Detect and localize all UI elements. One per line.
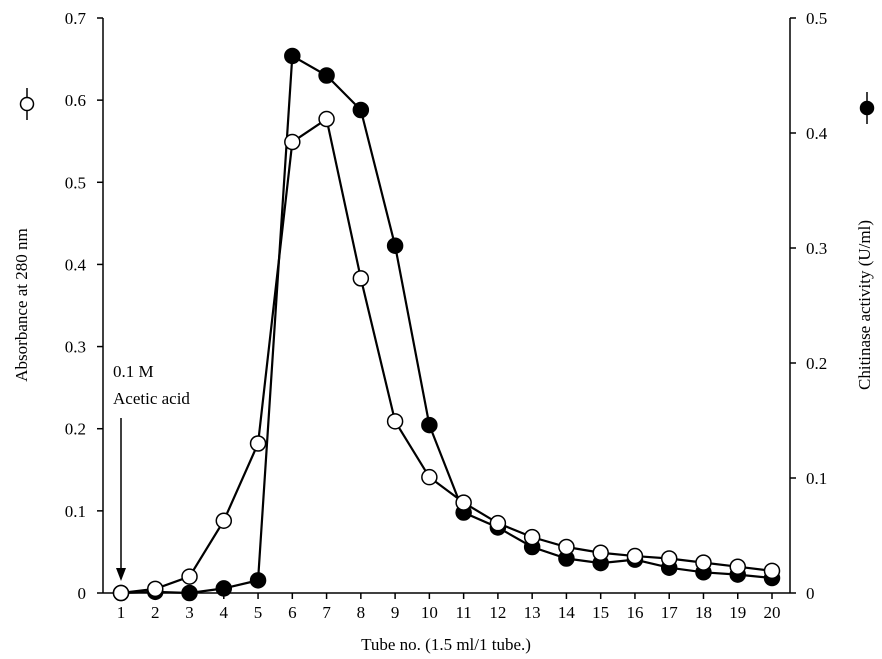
chitinase-activity-point [215, 580, 233, 597]
legend-open-circle-icon [19, 88, 35, 120]
y-right-tick-label: 0 [806, 584, 815, 603]
absorbance-point [318, 110, 335, 128]
series-lines [120, 54, 773, 595]
x-tick-label: 2 [151, 603, 160, 622]
x-tick-label: 11 [455, 603, 471, 622]
x-tick-label: 8 [357, 603, 366, 622]
y-right-tick-label: 0.4 [806, 124, 828, 143]
y-axis-right-label: Chitinase activity (U/ml) [855, 220, 874, 390]
absorbance-point [558, 538, 575, 556]
x-tick-label: 16 [626, 603, 643, 622]
x-tick-label: 17 [661, 603, 679, 622]
x-tick-label: 6 [288, 603, 297, 622]
absorbance-point [181, 568, 198, 585]
x-tick-label: 14 [558, 603, 576, 622]
axes [102, 18, 791, 594]
x-tick-label: 4 [220, 603, 229, 622]
y-left-tick-label: 0.6 [65, 91, 86, 110]
chitinase-activity-line [120, 54, 773, 595]
series-markers [112, 47, 781, 602]
absorbance-point [626, 547, 644, 565]
x-tick-label: 18 [695, 603, 712, 622]
y-left-tick-label: 0 [78, 584, 87, 603]
absorbance-point [147, 580, 164, 598]
absorbance-point [284, 133, 301, 151]
x-ticks: 1 2 3 4 5 6 7 8 9 10 11 12 13 14 15 16 17 18 19 20 [117, 593, 781, 622]
absorbance-point [386, 413, 404, 430]
absorbance-point [489, 514, 507, 532]
annotation-arrow [116, 418, 126, 581]
y-right-tick-label: 0.5 [806, 9, 827, 28]
chitinase-activity-point [352, 101, 370, 119]
absorbance-point [729, 558, 746, 575]
absorbance-point [592, 544, 609, 561]
chitinase-activity-point [181, 584, 198, 602]
y-ticks-left: 0 0.1 0.2 0.3 0.4 0.5 0.6 0.7 [65, 9, 103, 603]
x-tick-label: 13 [524, 603, 541, 622]
x-tick-label: 20 [764, 603, 781, 622]
absorbance-point [523, 528, 541, 546]
annotation-arrow-head [116, 568, 126, 581]
x-tick-label: 19 [729, 603, 746, 622]
absorbance-point [112, 584, 130, 602]
y-left-tick-label: 0.7 [65, 9, 87, 28]
absorbance-point [215, 512, 233, 529]
y-axis-left-label: Absorbance at 280 nm [12, 228, 31, 381]
annotation-line-1: 0.1 M [113, 362, 154, 381]
absorbance-point [421, 468, 438, 486]
y-left-tick-label: 0.2 [65, 420, 86, 439]
y-left-tick-label: 0.3 [65, 338, 86, 357]
absorbance-point [249, 435, 267, 452]
x-tick-label: 9 [391, 603, 400, 622]
y-left-tick-label: 0.5 [65, 173, 86, 192]
y-ticks-right: 0 0.1 0.2 0.3 0.4 0.5 [790, 9, 828, 603]
x-tick-label: 12 [489, 603, 506, 622]
chitinase-activity-point [249, 572, 267, 589]
absorbance-point [455, 494, 472, 511]
x-axis-label: Tube no. (1.5 ml/1 tube.) [361, 635, 531, 654]
y-left-tick-label: 0.4 [65, 255, 87, 274]
x-tick-label: 15 [592, 603, 609, 622]
chitinase-activity-point [284, 47, 301, 65]
y-right-tick-label: 0.1 [806, 469, 827, 488]
absorbance-point [763, 562, 781, 580]
absorbance-point [660, 550, 678, 567]
chitinase-activity-point [386, 237, 404, 254]
x-tick-label: 3 [185, 603, 194, 622]
y-right-tick-label: 0.2 [806, 354, 827, 373]
absorbance-point [352, 270, 370, 287]
legend-filled-circle-icon [859, 92, 875, 124]
annotation-line-2: Acetic acid [113, 389, 190, 408]
y-left-tick-label: 0.1 [65, 502, 86, 521]
chitinase-activity-point [318, 67, 335, 84]
absorbance-point [695, 554, 712, 571]
chitinase-activity-point [421, 416, 438, 434]
x-tick-label: 10 [421, 603, 438, 622]
y-right-tick-label: 0.3 [806, 239, 827, 258]
x-tick-label: 1 [117, 603, 126, 622]
x-tick-label: 5 [254, 603, 263, 622]
x-tick-label: 7 [322, 603, 331, 622]
